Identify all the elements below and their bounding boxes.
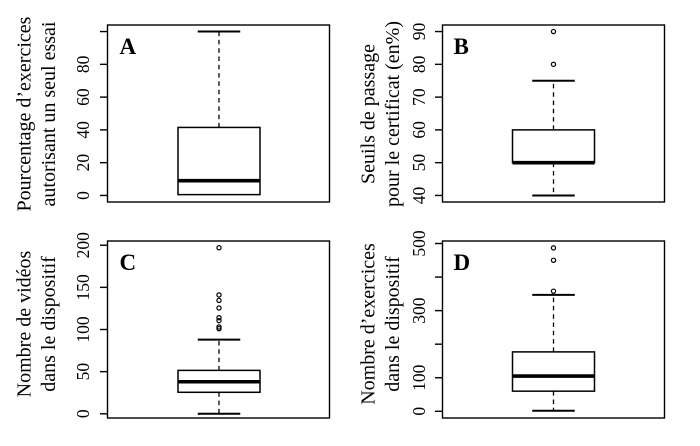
y-tick-label: 80 [73,55,93,73]
outlier-point [550,245,557,251]
outlier-point [216,297,222,304]
y-tick-label: 300 [409,297,429,324]
outlier-point [216,317,222,324]
outlier-point [550,28,557,35]
y-tick-label: 90 [409,23,429,41]
y-tick-label: 100 [73,316,93,343]
y-axis-title-line: autorisant un seul essai [38,21,60,206]
y-tick-label: 80 [409,55,429,73]
outlier-point [216,315,222,321]
outlier-point [216,292,222,298]
plot-frame [441,240,666,419]
outlier-point [216,324,222,330]
panel-a: 0 20 40 60 80 Pourcentage d’exercices autorisa… [14,16,331,211]
y-tick-label: 60 [409,121,429,139]
y-axis-title-line: dans le dispositif [382,256,404,392]
y-tick-label: 500 [409,230,429,257]
y-tick-label: 50 [73,363,93,381]
plot-frame [441,24,666,203]
panel-letter: B [454,34,469,59]
outlier-point [216,305,222,311]
panel-letter: A [120,34,137,59]
y-axis-title-line: Nombre d’exercices [358,243,380,405]
iqr-box [511,129,596,164]
y-tick-label: 20 [73,154,93,172]
y-tick-label: 40 [409,186,429,204]
panel-d: 0 100 300 500 Nombre d’exercices dans le disp… [358,230,666,419]
y-axis-title-line: dans le dispositif [38,256,60,392]
y-axis-title-line: Pourcentage d’exercices [14,16,36,211]
y-tick-label: 60 [73,88,93,106]
outlier-point [550,288,557,294]
y-tick-label: 0 [73,191,93,200]
y-tick-label: 50 [409,154,429,172]
y-tick-label: 70 [409,88,429,106]
outlier-point [550,61,557,68]
iqr-box [177,126,261,196]
outlier-point [550,257,557,263]
panel-letter: C [120,250,137,275]
panel-b: 40 50 60 70 80 90 Seuils de passage pour le cer… [358,21,666,207]
y-axis-title-line: Nombre de vidéos [14,250,36,397]
panel-letter: D [454,250,471,275]
panels-group: 0 20 40 60 80 Pourcentage d’exercices autorisa… [14,16,666,419]
y-axis-title-line: pour le certificat (en%) [382,21,404,207]
y-tick-label: 200 [73,232,93,259]
plot-frame [106,24,331,203]
y-tick-label: 0 [73,409,93,418]
outlier-point [216,245,222,251]
y-tick-label: 150 [73,274,93,301]
y-tick-label: 100 [409,364,429,391]
panel-c: 0 50 100 150 200 Nombre de vidéos dans le disp… [14,232,331,419]
y-tick-label: 0 [409,407,429,416]
y-tick-label: 40 [73,121,93,139]
y-axis-title-line: Seuils de passage [358,44,380,184]
iqr-box [511,351,596,392]
